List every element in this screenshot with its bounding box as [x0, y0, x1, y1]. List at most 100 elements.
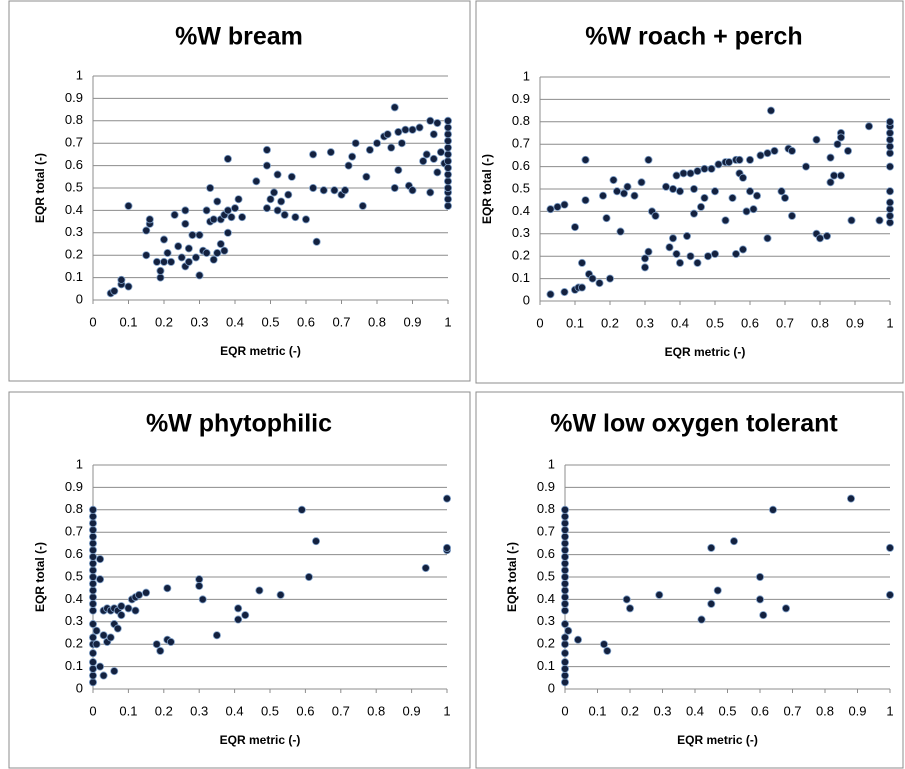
point: [252, 177, 261, 186]
point: [206, 183, 215, 192]
y-tick-label: 0.4: [537, 591, 555, 606]
point: [644, 155, 653, 164]
point: [291, 213, 300, 222]
point: [220, 246, 229, 255]
x-axis-label: EQR metric (-): [665, 345, 746, 359]
point: [276, 590, 285, 599]
point: [622, 595, 631, 604]
point: [92, 626, 101, 635]
point: [152, 640, 161, 649]
point: [170, 210, 179, 219]
point: [763, 149, 772, 158]
point: [89, 539, 98, 548]
point: [362, 172, 371, 181]
point: [837, 133, 846, 142]
point: [781, 193, 790, 202]
point: [561, 525, 570, 534]
point: [561, 579, 570, 588]
point: [124, 282, 133, 291]
x-tick-label: 1: [886, 315, 893, 330]
point: [630, 191, 639, 200]
point: [571, 223, 580, 232]
point: [641, 263, 650, 272]
y-tick-label: 0: [548, 680, 555, 695]
point: [280, 210, 289, 219]
point: [89, 606, 98, 615]
point: [262, 161, 271, 170]
y-tick-label: 0.1: [65, 269, 83, 284]
point: [561, 505, 570, 514]
point: [672, 249, 681, 258]
point: [561, 512, 570, 521]
y-tick-label: 1: [523, 68, 530, 83]
point: [665, 243, 674, 252]
x-tick-label: 0: [89, 314, 96, 329]
point: [697, 615, 706, 624]
x-tick-label: 0.4: [226, 703, 244, 718]
point: [397, 139, 406, 148]
point: [89, 525, 98, 534]
point: [159, 257, 168, 266]
point: [728, 193, 737, 202]
point: [739, 173, 748, 182]
y-tick-label: 0.2: [512, 248, 530, 263]
point: [561, 633, 570, 642]
panel-frame: [475, 0, 904, 384]
point: [312, 537, 321, 546]
point: [89, 586, 98, 595]
x-tick-label: 0.8: [816, 703, 834, 718]
point: [721, 216, 730, 225]
point: [426, 188, 435, 197]
point: [693, 167, 702, 176]
y-tick-label: 0.7: [537, 524, 555, 539]
point: [89, 573, 98, 582]
point: [561, 640, 570, 649]
point: [113, 624, 122, 633]
point: [886, 198, 895, 207]
y-tick-label: 0.7: [65, 135, 83, 150]
point: [561, 566, 570, 575]
point: [725, 158, 734, 167]
point: [707, 543, 716, 552]
point: [195, 271, 204, 280]
point: [209, 255, 218, 264]
x-tick-label: 0.1: [588, 703, 606, 718]
chart-title: %W phytophilic: [146, 410, 332, 438]
point: [216, 239, 225, 248]
point: [415, 123, 424, 132]
y-tick-label: 1: [76, 67, 83, 82]
point: [763, 234, 772, 243]
x-tick-label: 0.1: [119, 314, 137, 329]
point: [142, 226, 151, 235]
y-axis-label: EQR total (-): [33, 542, 47, 612]
point: [561, 586, 570, 595]
point: [730, 537, 739, 546]
point: [106, 633, 115, 642]
point: [886, 543, 895, 552]
point: [443, 150, 452, 159]
point: [707, 164, 716, 173]
point: [644, 247, 653, 256]
point: [89, 671, 98, 680]
point: [561, 678, 570, 687]
point: [429, 130, 438, 139]
point: [142, 588, 151, 597]
point: [620, 189, 629, 198]
x-tick-label: 0.8: [811, 315, 829, 330]
point: [117, 275, 126, 284]
point: [159, 235, 168, 244]
point: [609, 176, 618, 185]
point: [163, 584, 172, 593]
x-tick-label: 0.2: [155, 314, 173, 329]
x-tick-label: 0.7: [776, 315, 794, 330]
point: [348, 152, 357, 161]
point: [277, 197, 286, 206]
y-tick-label: 0.7: [65, 524, 83, 539]
point: [443, 177, 452, 186]
x-tick-label: 0.3: [636, 315, 654, 330]
point: [679, 169, 688, 178]
point: [714, 160, 723, 169]
point: [788, 211, 797, 220]
point: [433, 168, 442, 177]
